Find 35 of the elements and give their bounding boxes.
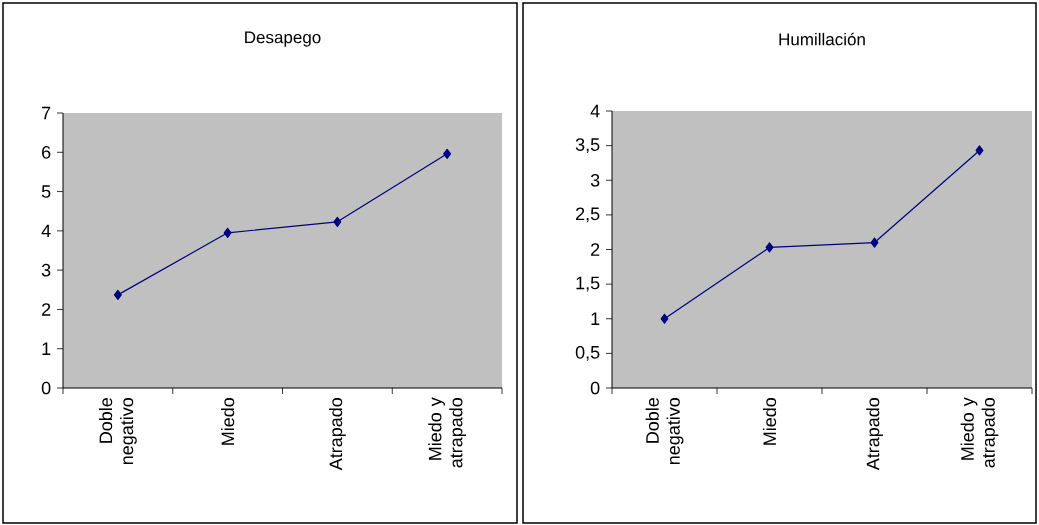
point xyxy=(870,237,879,248)
x-tick-label: Miedo y atrapado xyxy=(960,397,999,468)
y-tick-label: 4 xyxy=(41,224,51,238)
y-tick-label: 1 xyxy=(42,342,51,355)
y-tick-label: 2 xyxy=(42,303,51,316)
y-tick-label: 0 xyxy=(590,381,600,395)
y-tick-label: 0,5 xyxy=(575,345,600,361)
y-tick-label: 0 xyxy=(41,381,51,395)
chart-title: Humillación xyxy=(779,32,865,46)
y-tick-label: 5 xyxy=(41,185,51,198)
y-tick-label: 4 xyxy=(590,104,600,118)
chart-title: Desapego xyxy=(245,31,321,47)
x-tick-label: Miedo y atrapado xyxy=(428,397,467,468)
point xyxy=(975,145,984,156)
point xyxy=(333,216,342,227)
x-tick-label: Doble negativo xyxy=(98,397,137,465)
y-tick-label: 1 xyxy=(591,312,600,325)
y-tick-label: 3,5 xyxy=(575,138,600,154)
point xyxy=(765,242,774,253)
y-tick-label: 1,5 xyxy=(576,276,600,292)
point xyxy=(443,148,452,159)
point xyxy=(660,313,669,324)
x-tick-label: Doble negativo xyxy=(645,397,684,465)
x-tick-label: Atrapado xyxy=(866,397,883,471)
y-tick-label: 7 xyxy=(42,106,51,120)
y-tick-label: 2,5 xyxy=(576,207,600,223)
x-tick-label: Miedo xyxy=(221,397,235,445)
x-tick-label: Atrapado xyxy=(328,397,346,471)
y-tick-label: 3 xyxy=(41,263,51,277)
point xyxy=(113,289,122,300)
x-tick-label: Miedo xyxy=(762,397,777,445)
point xyxy=(223,227,232,238)
y-tick-label: 3 xyxy=(590,173,600,187)
y-tick-label: 2 xyxy=(591,243,600,256)
y-tick-label: 6 xyxy=(42,145,51,159)
